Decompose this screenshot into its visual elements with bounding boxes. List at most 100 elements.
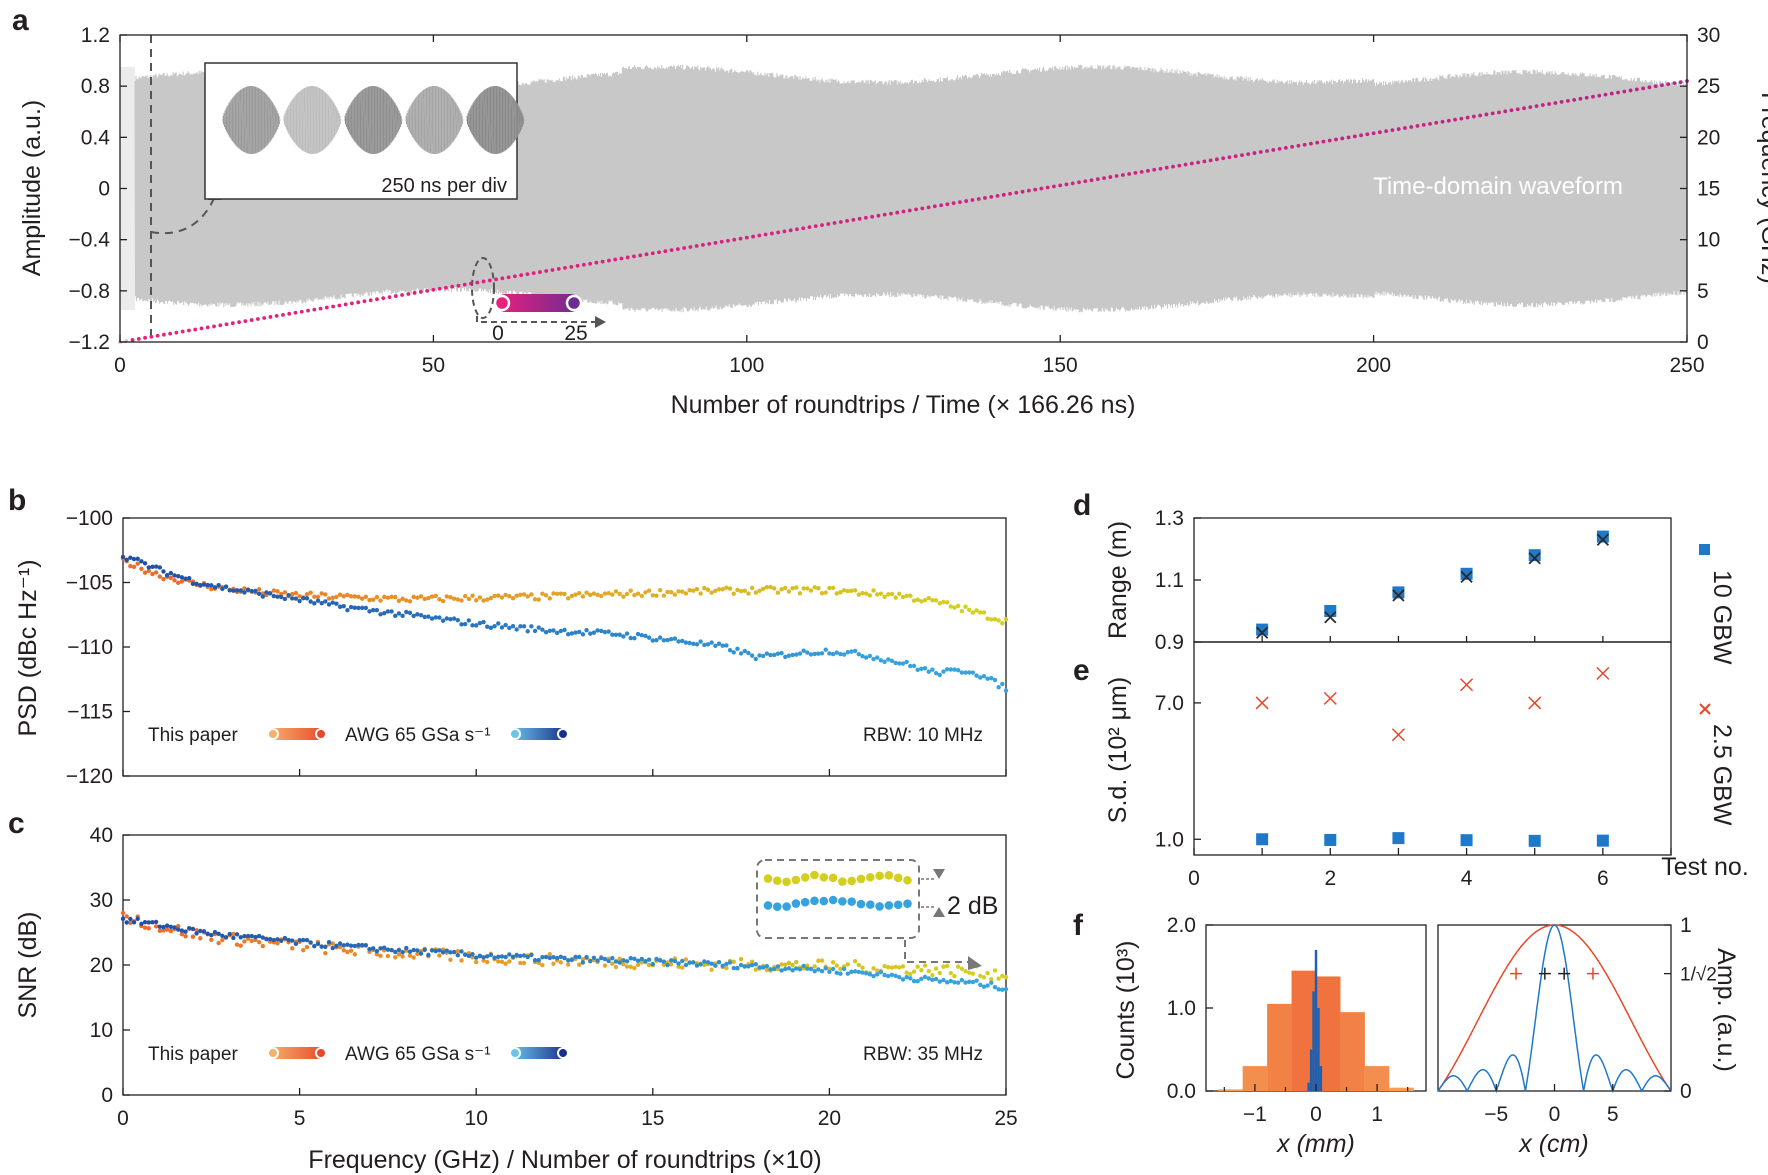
colorbar-max-label: 25 [564, 322, 587, 345]
awg-point [922, 974, 928, 980]
this-paper-point [801, 586, 806, 591]
frequency-ramp-point [1152, 167, 1157, 172]
this-paper-point [499, 595, 505, 600]
awg-point [146, 565, 151, 570]
awg-point [893, 660, 898, 666]
inset-this-paper-point [884, 871, 894, 880]
this-paper-point [142, 570, 148, 575]
frequency-ramp-point [1578, 96, 1583, 101]
this-paper-point [959, 609, 965, 614]
frequency-ramp-point [807, 225, 812, 230]
awg-point [584, 954, 589, 960]
awg-point [639, 956, 644, 962]
this-paper-point [411, 955, 416, 960]
this-paper-point [823, 590, 828, 595]
this-paper-point [716, 587, 722, 592]
awg-point [897, 974, 902, 980]
awg-point [981, 673, 987, 679]
awg-point [738, 651, 744, 656]
this-paper-point [400, 954, 405, 959]
this-paper-point [676, 589, 681, 594]
this-paper-point [882, 594, 887, 600]
this-paper-point [930, 597, 935, 603]
awg-point [643, 633, 648, 639]
frequency-ramp-point [1133, 171, 1138, 175]
frequency-ramp-point [1221, 156, 1226, 161]
awg-point [672, 636, 678, 641]
frequency-ramp-point [613, 257, 618, 262]
awg-point [323, 944, 328, 949]
this-paper-point [367, 597, 372, 603]
awg-point [238, 588, 243, 593]
awg-point [621, 634, 626, 639]
awg-point [271, 937, 277, 943]
awg-point [599, 955, 604, 961]
frequency-ramp-point [1653, 84, 1658, 89]
this-paper-point [841, 588, 847, 593]
this-paper-point [698, 591, 703, 596]
this-paper-point [135, 561, 140, 566]
awg-point [668, 958, 674, 963]
panel-f-right-x-tick-label: 0 [1549, 1103, 1561, 1126]
awg-point [834, 650, 839, 655]
awg-point [698, 962, 703, 967]
panel-d-e-points [1255, 530, 1610, 847]
awg-point [518, 953, 523, 959]
frequency-ramp-point [1296, 143, 1301, 148]
this-paper-point [650, 593, 655, 598]
frequency-ramp-point [845, 219, 849, 223]
awg-point [742, 964, 747, 969]
awg-point [451, 616, 457, 621]
frequency-ramp-point [193, 327, 198, 332]
this-paper-point [794, 959, 799, 965]
awg-point [256, 933, 262, 939]
this-paper-point [547, 951, 552, 957]
this-paper-point [922, 598, 928, 603]
frequency-ramp-point [1183, 162, 1188, 167]
awg-point [455, 952, 461, 958]
awg-point [558, 954, 564, 959]
awg-point [941, 977, 946, 983]
awg-point [941, 669, 946, 674]
awg-point [816, 651, 821, 656]
this-paper-point [860, 590, 865, 596]
awg-point [135, 556, 140, 561]
this-paper-point [764, 584, 770, 590]
this-paper-point [808, 588, 814, 593]
this-paper-point [275, 589, 280, 594]
awg-point [838, 651, 843, 657]
awg-point [812, 651, 817, 657]
this-paper-point [591, 591, 597, 596]
awg-point [337, 604, 343, 609]
awg-point [591, 630, 597, 635]
awg-point [378, 946, 383, 951]
frequency-ramp-point [1371, 131, 1376, 136]
awg-point [606, 958, 611, 964]
awg-point [477, 620, 483, 626]
awg-point [790, 968, 795, 973]
this-paper-point [558, 960, 564, 965]
awg-point [396, 947, 402, 953]
awg-point [709, 961, 714, 966]
awg-point [470, 952, 475, 957]
frequency-ramp-point [826, 222, 831, 226]
awg-point [256, 591, 262, 596]
awg-point [705, 642, 711, 647]
panel-c-x-tick-label: 25 [994, 1107, 1017, 1130]
awg-point [694, 642, 700, 647]
this-paper-point [242, 939, 247, 944]
awg-point [290, 938, 295, 943]
this-paper-point [985, 970, 990, 976]
awg-point [345, 942, 350, 947]
this-paper-point [889, 591, 895, 597]
frequency-ramp-point [970, 198, 975, 202]
this-paper-point [337, 944, 343, 950]
sd-2-5gbw-marker [1528, 696, 1542, 710]
this-paper-point [871, 966, 876, 971]
frequency-ramp-point [707, 241, 712, 246]
awg-point [389, 609, 394, 614]
awg-point [492, 955, 497, 960]
frequency-ramp-point [932, 204, 937, 209]
panel-b-y-tick-label: −120 [66, 765, 113, 788]
awg-point [985, 676, 990, 681]
